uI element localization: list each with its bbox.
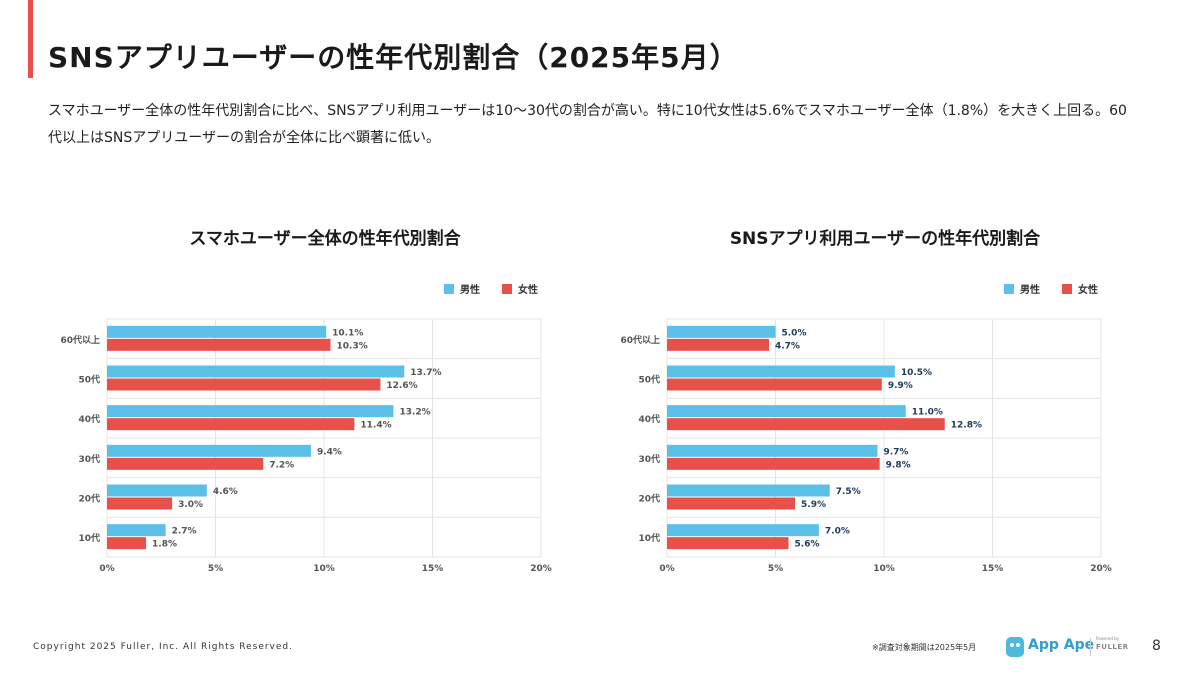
female-bar-smartphone	[107, 457, 264, 470]
female-bar-sns	[667, 378, 882, 391]
male-data-label-sns: 5.0%	[782, 328, 807, 338]
logo-divider	[1090, 638, 1091, 656]
category-label-smartphone: 10代	[78, 532, 100, 544]
female-data-label-sns: 12.8%	[951, 421, 982, 431]
male-data-label-smartphone: 9.4%	[317, 447, 342, 457]
category-label-sns: 40代	[638, 413, 660, 425]
category-label-sns: 20代	[638, 493, 660, 505]
male-bar-smartphone	[107, 524, 166, 537]
page-title: SNSアプリユーザーの性年代別割合（2025年5月）	[48, 41, 739, 74]
category-label-sns: 10代	[638, 532, 660, 544]
female-bar-smartphone	[107, 418, 355, 431]
female-data-label-sns: 4.7%	[775, 341, 800, 351]
female-data-label-smartphone: 3.0%	[178, 500, 203, 510]
female-data-label-sns: 9.9%	[888, 381, 913, 391]
female-data-label-sns: 9.8%	[886, 460, 911, 470]
legend-label-smartphone: 男性	[460, 283, 480, 296]
logo-text: App Ape	[1028, 637, 1095, 653]
female-data-label-sns: 5.9%	[801, 500, 826, 510]
female-bar-sns	[667, 497, 796, 510]
category-label-sns: 30代	[638, 453, 660, 465]
male-bar-sns	[667, 484, 830, 497]
male-data-label-sns: 11.0%	[912, 408, 943, 418]
x-tick-label-sns: 15%	[982, 564, 1004, 574]
male-data-label-smartphone: 13.7%	[410, 368, 441, 378]
chart-title-sns-app-users: SNSアプリ利用ユーザーの性年代別割合	[729, 229, 1041, 249]
x-tick-label-smartphone: 0%	[99, 564, 114, 574]
female-bar-sns	[667, 418, 945, 431]
male-bar-sns	[667, 365, 895, 378]
male-bar-sns	[667, 405, 906, 418]
category-label-sns: 60代以上	[620, 334, 660, 346]
male-data-label-sns: 7.5%	[836, 487, 861, 497]
male-data-label-sns: 9.7%	[883, 447, 908, 457]
female-bar-smartphone	[107, 378, 381, 391]
category-label-smartphone: 40代	[78, 413, 100, 425]
category-label-smartphone: 20代	[78, 493, 100, 505]
legend-label-smartphone: 女性	[518, 283, 538, 296]
female-data-label-smartphone: 11.4%	[360, 421, 391, 431]
survey-period-note: ※調査対象期間は2025年5月	[872, 643, 977, 652]
male-data-label-smartphone: 13.2%	[399, 408, 430, 418]
x-tick-label-sns: 0%	[659, 564, 674, 574]
male-bar-smartphone	[107, 444, 311, 457]
legend-label-sns: 男性	[1020, 283, 1040, 296]
female-bar-sns	[667, 338, 769, 351]
male-bar-sns	[667, 325, 776, 338]
female-data-label-sns: 5.6%	[795, 540, 820, 550]
legend-swatch-smartphone	[444, 284, 454, 294]
female-data-label-smartphone: 10.3%	[337, 341, 368, 351]
title-accent-bar	[28, 0, 33, 78]
female-bar-smartphone	[107, 537, 147, 550]
x-tick-label-smartphone: 5%	[208, 564, 223, 574]
legend-swatch-smartphone	[502, 284, 512, 294]
male-bar-smartphone	[107, 365, 405, 378]
logo-powered-by: Powered by	[1096, 636, 1120, 641]
female-bar-sns	[667, 457, 880, 470]
category-label-sns: 50代	[638, 374, 660, 386]
summary-text: スマホユーザー全体の性年代別割合に比べ、SNSアプリ利用ユーザーは10〜30代の…	[48, 103, 1127, 146]
female-data-label-smartphone: 12.6%	[386, 381, 417, 391]
x-tick-label-sns: 20%	[1090, 564, 1112, 574]
female-bar-smartphone	[107, 497, 173, 510]
app-ape-logo: App Ape Powered by FULLER	[1006, 636, 1136, 660]
female-data-label-smartphone: 7.2%	[269, 460, 294, 470]
page-number: 8	[1152, 638, 1161, 654]
x-tick-label-smartphone: 10%	[313, 564, 335, 574]
female-bar-smartphone	[107, 338, 331, 351]
logo-brand: FULLER	[1096, 643, 1129, 651]
male-bar-smartphone	[107, 325, 327, 338]
male-data-label-sns: 7.0%	[825, 527, 850, 537]
chart-title-smartphone-users: スマホユーザー全体の性年代別割合	[189, 229, 461, 249]
female-bar-sns	[667, 537, 789, 550]
male-data-label-sns: 10.5%	[901, 368, 932, 378]
legend-label-sns: 女性	[1078, 283, 1098, 296]
male-data-label-smartphone: 10.1%	[332, 328, 363, 338]
category-label-smartphone: 50代	[78, 374, 100, 386]
male-data-label-smartphone: 2.7%	[172, 527, 197, 537]
male-bar-smartphone	[107, 405, 394, 418]
app-ape-mascot-icon	[1006, 637, 1024, 657]
male-data-label-smartphone: 4.6%	[213, 487, 238, 497]
x-tick-label-sns: 5%	[768, 564, 783, 574]
male-bar-sns	[667, 524, 819, 537]
female-data-label-smartphone: 1.8%	[152, 540, 177, 550]
male-bar-smartphone	[107, 484, 207, 497]
male-bar-sns	[667, 444, 878, 457]
category-label-smartphone: 60代以上	[60, 334, 100, 346]
copyright-text: Copyright 2025 Fuller, Inc. All Rights R…	[33, 642, 293, 652]
category-label-smartphone: 30代	[78, 453, 100, 465]
legend-swatch-sns	[1004, 284, 1014, 294]
x-tick-label-sns: 10%	[873, 564, 895, 574]
legend-swatch-sns	[1062, 284, 1072, 294]
x-tick-label-smartphone: 15%	[422, 564, 444, 574]
x-tick-label-smartphone: 20%	[530, 564, 552, 574]
